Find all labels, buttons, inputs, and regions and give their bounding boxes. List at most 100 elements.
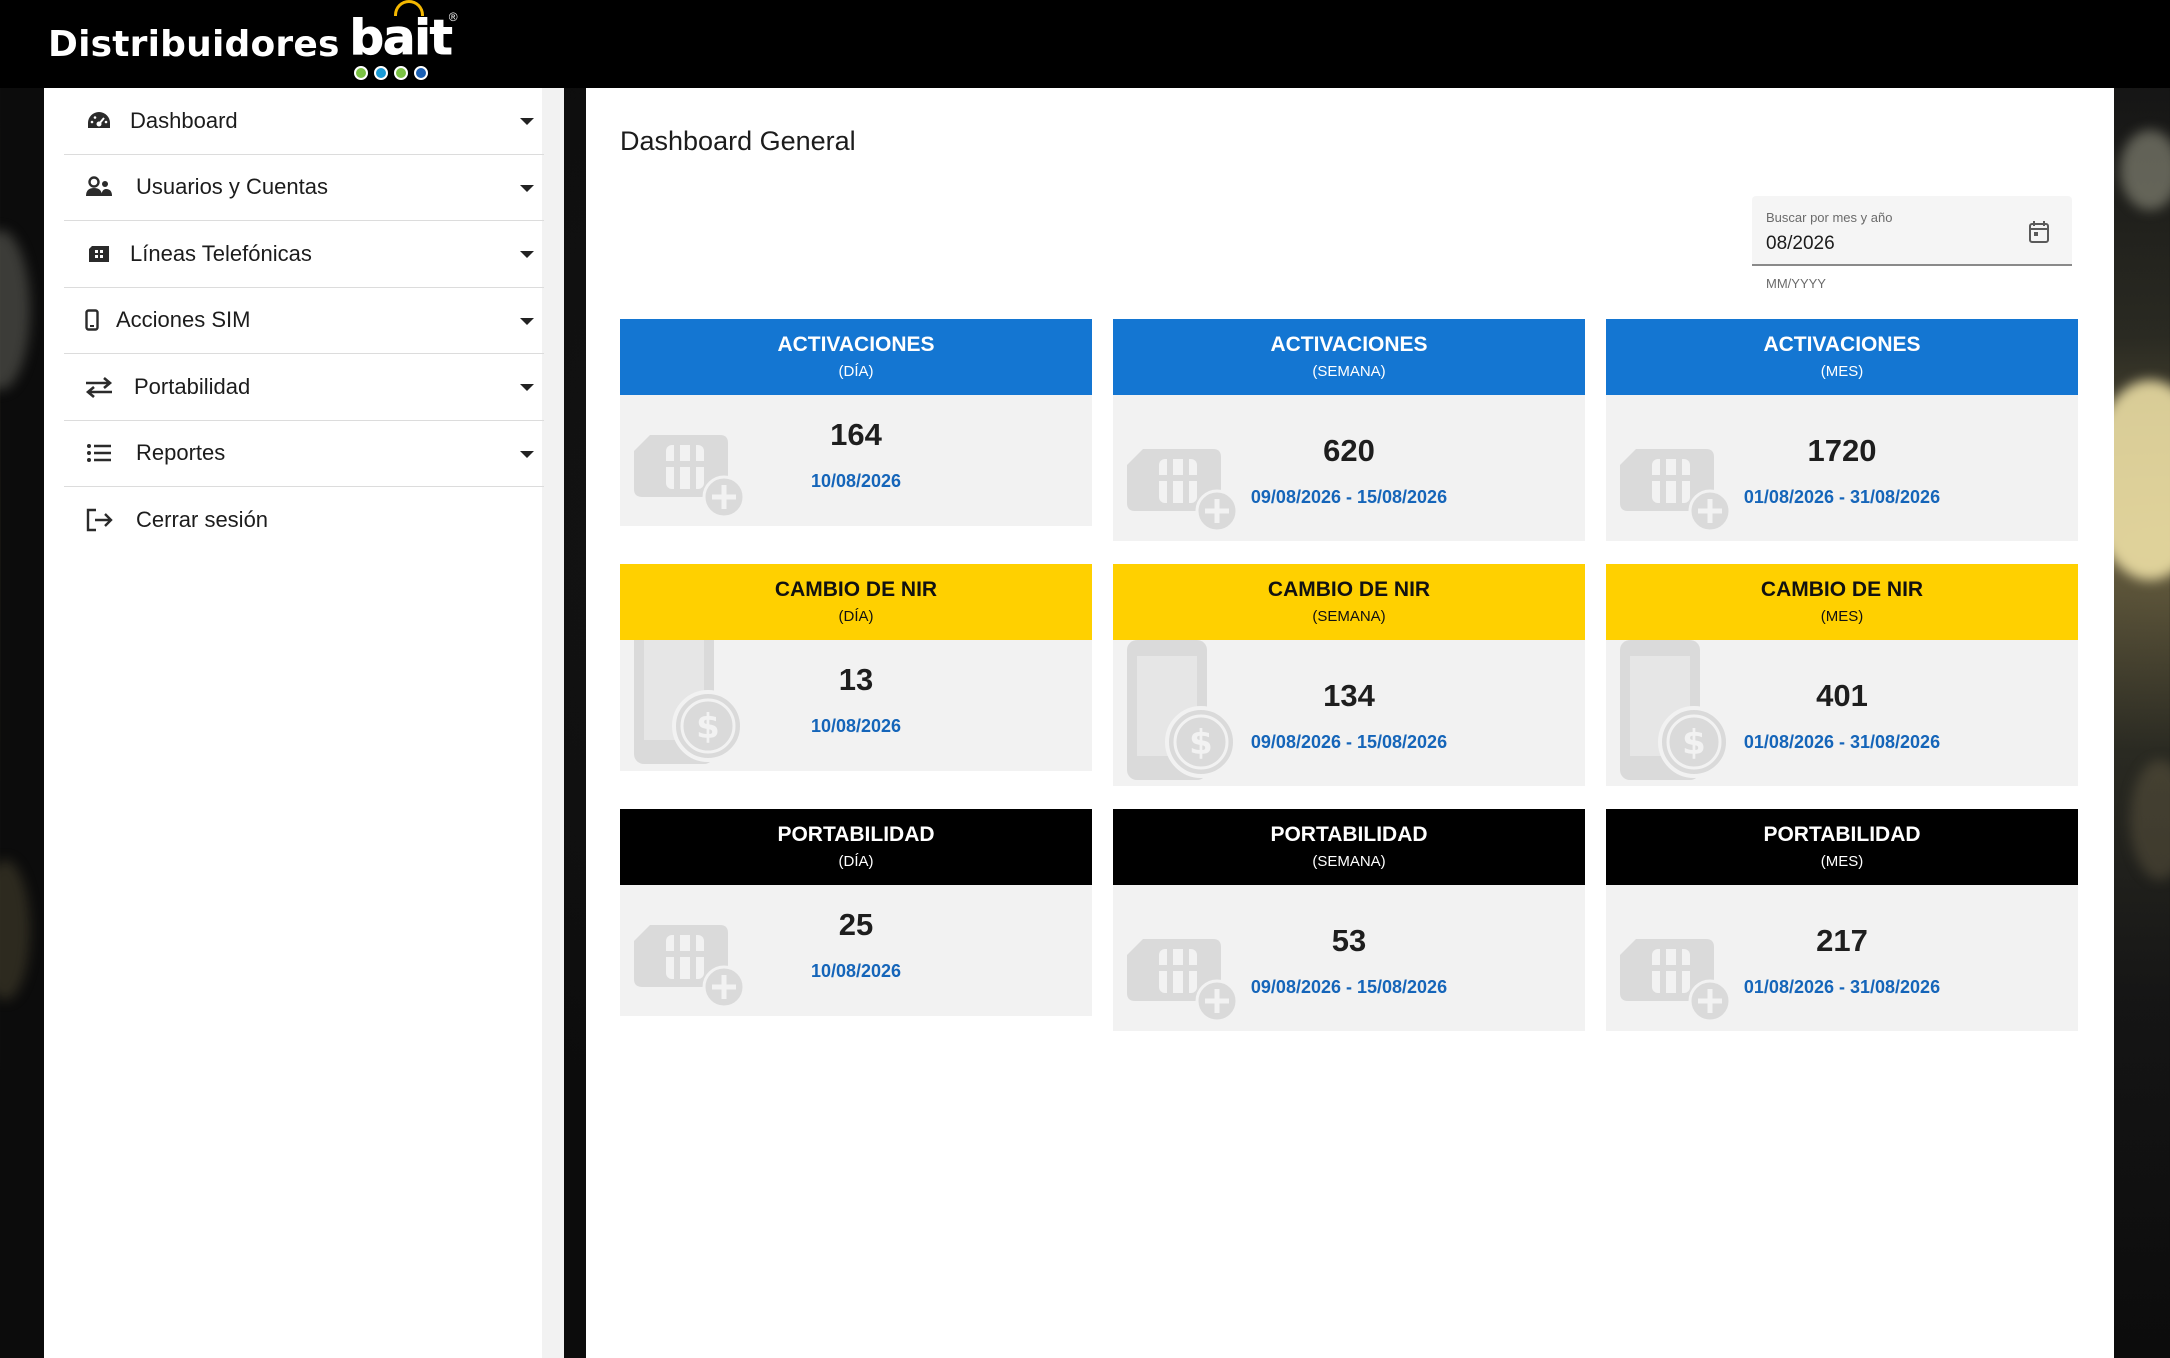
sim-card-add-icon [634,435,746,519]
card-date: 09/08/2026 - 15/08/2026 [1250,487,1448,507]
card-body: $ 13 10/08/2026 [620,640,1092,771]
chevron-down-icon [520,251,534,258]
chevron-down-icon [520,317,534,325]
card-value: 134 [1323,678,1375,713]
chevron-down-icon [520,384,534,391]
stat-card-cambio-nir-semana[interactable]: CAMBIO DE NIR (SEMANA) $ 134 09/08/2026 … [1113,564,1585,786]
month-year-date-field[interactable]: Buscar por mes y año 08/2026 [1752,196,2072,266]
card-period: (MES) [1820,853,1864,870]
chevron-down-icon [520,450,534,458]
top-bar: Distribuidores bait ® [0,0,2170,88]
card-header: PORTABILIDAD (SEMANA) [1113,809,1585,885]
background-bokeh [2130,760,2170,880]
sidebar-item-reportes[interactable]: Reportes [64,421,544,487]
card-date: 01/08/2026 - 31/08/2026 [1743,487,1941,507]
card-date: 01/08/2026 - 31/08/2026 [1743,732,1941,752]
phone-money-icon: $ [634,640,744,764]
wifi-icon [393,0,424,16]
card-title: CAMBIO DE NIR [1267,578,1431,601]
background-bokeh [2120,130,2170,210]
sidebar-item-logout[interactable]: Cerrar sesión [64,487,544,554]
logo-dots [353,66,428,80]
sim-card-icon [84,239,114,269]
list-icon [84,438,114,468]
brand-text: Distribuidores [48,23,340,65]
logout-icon [84,505,114,535]
stat-card-cambio-nir-dia[interactable]: CAMBIO DE NIR (DÍA) $ 13 10/08/2026 [620,564,1092,771]
stat-card-activaciones-semana[interactable]: ACTIVACIONES (SEMANA) 620 09/08/2026 - 1… [1113,319,1585,541]
sidebar-item-acciones-sim[interactable]: Acciones SIM [64,288,544,354]
card-header: CAMBIO DE NIR (SEMANA) [1113,564,1585,640]
main-content: Dashboard General Buscar por mes y año 0… [586,88,2114,1358]
card-title: CAMBIO DE NIR [1760,578,1924,601]
sim-card-add-icon [1620,939,1732,1023]
users-icon [84,172,114,202]
card-title: PORTABILIDAD [1763,823,1921,846]
card-title: PORTABILIDAD [1270,823,1428,846]
card-header: CAMBIO DE NIR (MES) [1606,564,2078,640]
card-header: ACTIVACIONES (SEMANA) [1113,319,1585,395]
background-bokeh [0,860,30,1000]
background-bokeh [0,230,30,390]
sidebar: Dashboard Usuarios y Cuentas Líneas Tele… [44,88,564,1358]
card-period: (DÍA) [838,363,874,380]
card-body: 53 09/08/2026 - 15/08/2026 [1113,885,1585,1031]
sidebar-item-lineas[interactable]: Líneas Telefónicas [64,221,544,288]
sidebar-item-label: Usuarios y Cuentas [136,174,328,200]
card-header: CAMBIO DE NIR (DÍA) [620,564,1092,640]
sidebar-item-label: Líneas Telefónicas [130,240,312,266]
date-format-hint: MM/YYYY [1766,276,1826,291]
card-title: ACTIVACIONES [777,333,935,356]
card-title: PORTABILIDAD [777,823,935,846]
date-field-label: Buscar por mes y año [1766,210,1893,225]
calendar-icon[interactable] [2028,220,2050,249]
card-header: ACTIVACIONES (MES) [1606,319,2078,395]
card-period: (SEMANA) [1312,853,1386,870]
card-date: 10/08/2026 [810,961,902,981]
card-body: 620 09/08/2026 - 15/08/2026 [1113,395,1585,541]
logo-word: bait [349,10,453,67]
swap-arrows-icon [84,372,114,402]
sidebar-item-portabilidad[interactable]: Portabilidad [64,354,544,421]
dashboard-icon [84,106,114,136]
stat-card-cambio-nir-mes[interactable]: CAMBIO DE NIR (MES) $ 401 01/08/2026 - 3… [1606,564,2078,786]
phone-money-icon: $ [1620,640,1730,780]
svg-text:$: $ [696,707,720,747]
card-body: 1720 01/08/2026 - 31/08/2026 [1606,395,2078,541]
svg-text:$: $ [1682,723,1706,763]
card-header: PORTABILIDAD (MES) [1606,809,2078,885]
sidebar-item-label: Dashboard [130,107,238,133]
card-period: (MES) [1820,363,1864,380]
card-value: 53 [1331,923,1367,958]
card-value: 620 [1323,433,1375,468]
stat-card-activaciones-dia[interactable]: ACTIVACIONES (DÍA) 164 10/08/2026 [620,319,1092,526]
stat-card-portabilidad-dia[interactable]: PORTABILIDAD (DÍA) 25 10/08/2026 [620,809,1092,1016]
svg-text:$: $ [1189,723,1213,763]
date-field-value: 08/2026 [1766,233,1835,254]
card-date: 09/08/2026 - 15/08/2026 [1250,977,1448,997]
card-date: 09/08/2026 - 15/08/2026 [1250,732,1448,752]
card-value: 1720 [1807,433,1877,468]
card-period: (DÍA) [838,853,874,870]
sidebar-item-label: Cerrar sesión [136,507,269,533]
stat-card-portabilidad-mes[interactable]: PORTABILIDAD (MES) 217 01/08/2026 - 31/0… [1606,809,2078,1031]
chevron-down-icon [520,184,534,192]
card-period: (SEMANA) [1312,363,1386,380]
sidebar-item-label: Reportes [136,440,226,466]
stat-card-portabilidad-semana[interactable]: PORTABILIDAD (SEMANA) 53 09/08/2026 - 15… [1113,809,1585,1031]
sidebar-item-users[interactable]: Usuarios y Cuentas [64,155,544,221]
card-value: 25 [838,907,874,942]
card-date: 01/08/2026 - 31/08/2026 [1743,977,1941,997]
sim-card-add-icon [634,925,746,1009]
sim-card-add-icon [1620,449,1732,533]
card-period: (SEMANA) [1312,608,1386,625]
sidebar-item-dashboard[interactable]: Dashboard [64,88,544,155]
card-body: $ 134 09/08/2026 - 15/08/2026 [1113,640,1585,786]
sim-card-add-icon [1127,449,1239,533]
card-body: 25 10/08/2026 [620,885,1092,1016]
card-body: $ 401 01/08/2026 - 31/08/2026 [1606,640,2078,786]
bait-logo[interactable]: bait ® [349,0,460,84]
card-body: 164 10/08/2026 [620,395,1092,526]
stat-card-activaciones-mes[interactable]: ACTIVACIONES (MES) 1720 01/08/2026 - 31/… [1606,319,2078,541]
mobile-phone-icon [84,305,100,335]
